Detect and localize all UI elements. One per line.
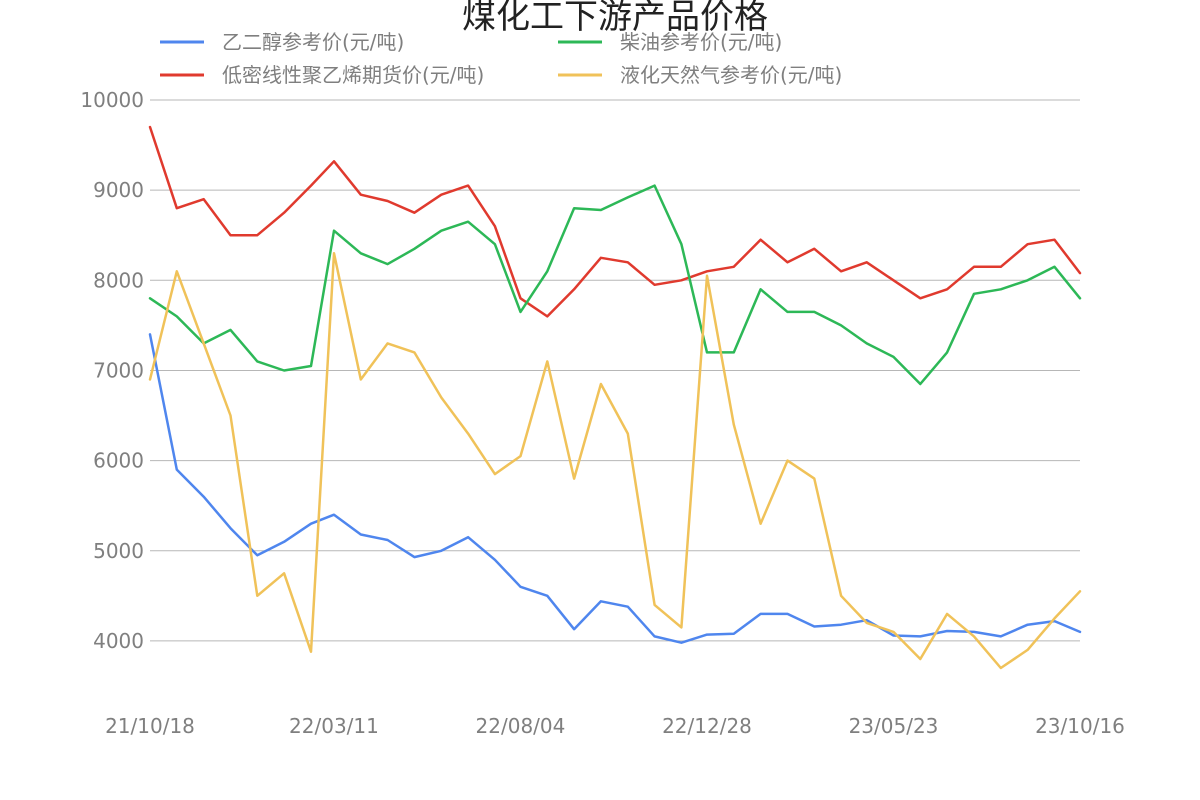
y-tick-label: 4000 (93, 629, 144, 653)
y-tick-label: 5000 (93, 539, 144, 563)
x-tick-label: 22/03/11 (289, 714, 379, 738)
y-tick-label: 7000 (93, 358, 144, 382)
gridlines (150, 99, 1080, 642)
y-axis-tick-labels: 4000 5000 6000 7000 8000 9000 10000 (80, 88, 144, 653)
x-axis-tick-labels: 21/10/18 22/03/11 22/08/04 22/12/28 23/05/23… (105, 714, 1125, 738)
x-tick-label: 21/10/18 (105, 714, 195, 738)
series-line-3 (148, 184, 1082, 386)
y-tick-label: 6000 (93, 449, 144, 473)
x-tick-label: 23/05/23 (849, 714, 939, 738)
legend-label-2: 低密线性聚乙烯期货价(元/吨) (222, 63, 484, 87)
y-tick-label: 9000 (93, 178, 144, 202)
y-tick-label: 10000 (80, 88, 144, 112)
chart-title: 煤化工下游产品价格 (462, 0, 768, 37)
x-tick-label: 22/08/04 (476, 714, 566, 738)
legend: 乙二醇参考价(元/吨) 柴油参考价(元/吨) 低密线性聚乙烯期货价(元/吨) 液化天然… (160, 30, 842, 87)
legend-label-1: 乙二醇参考价(元/吨) (222, 30, 404, 54)
x-tick-label: 22/12/28 (662, 714, 752, 738)
series-line-2 (148, 125, 1082, 318)
series-lines (148, 125, 1082, 670)
series-line-1 (148, 333, 1082, 644)
y-tick-label: 8000 (93, 268, 144, 292)
legend-label-3: 柴油参考价(元/吨) (620, 30, 782, 54)
series-line-4 (148, 252, 1082, 670)
legend-label-4: 液化天然气参考价(元/吨) (620, 63, 842, 87)
x-tick-label: 23/10/16 (1035, 714, 1125, 738)
